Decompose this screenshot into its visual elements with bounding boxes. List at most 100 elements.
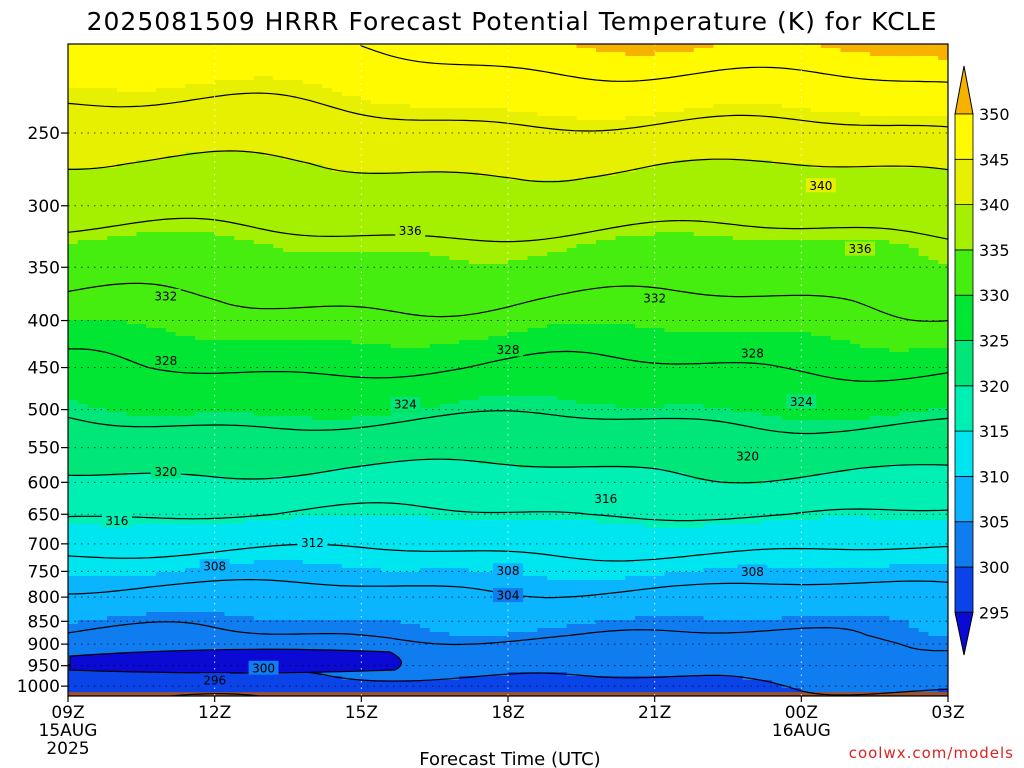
field-cell	[195, 172, 206, 177]
field-cell	[341, 444, 353, 449]
field-cell	[185, 200, 196, 205]
field-cell	[302, 356, 314, 361]
field-cell	[244, 456, 255, 461]
field-cell	[244, 600, 255, 605]
field-cell	[175, 344, 186, 349]
field-cell	[107, 640, 118, 645]
field-cell	[253, 172, 265, 177]
field-cell	[332, 672, 343, 677]
field-cell	[302, 128, 314, 133]
field-cell	[116, 344, 128, 349]
field-cell	[146, 140, 157, 145]
field-cell	[165, 284, 177, 289]
field-cell	[195, 632, 206, 637]
field-cell	[312, 588, 323, 593]
field-cell	[185, 72, 196, 77]
field-cell	[195, 408, 206, 413]
field-cell	[156, 284, 167, 289]
field-cell	[107, 220, 118, 225]
field-cell	[351, 164, 362, 169]
field-cell	[68, 196, 79, 201]
field-cell	[156, 184, 167, 189]
field-cell	[332, 144, 343, 149]
field-cell	[292, 596, 304, 601]
field-cell	[136, 172, 147, 177]
field-cell	[156, 176, 167, 181]
field-cell	[283, 520, 294, 525]
field-cell	[146, 608, 157, 613]
field-cell	[214, 392, 226, 397]
field-cell	[77, 312, 89, 317]
field-cell	[165, 608, 177, 613]
field-cell	[302, 68, 314, 73]
field-cell	[146, 116, 157, 121]
field-cell	[302, 44, 314, 49]
field-cell	[341, 188, 353, 193]
field-cell	[165, 444, 177, 449]
field-cell	[77, 516, 89, 521]
field-cell	[341, 324, 353, 329]
field-cell	[351, 516, 362, 521]
field-cell	[146, 512, 157, 517]
field-cell	[253, 144, 265, 149]
field-cell	[136, 688, 147, 693]
field-cell	[68, 400, 79, 405]
field-cell	[263, 564, 274, 569]
field-cell	[156, 104, 167, 109]
field-cell	[224, 640, 235, 645]
field-cell	[77, 256, 89, 261]
field-cell	[214, 480, 226, 485]
field-cell	[185, 212, 196, 217]
field-cell	[292, 120, 304, 125]
field-cell	[156, 336, 167, 341]
field-cell	[195, 552, 206, 557]
field-cell	[175, 184, 186, 189]
field-cell	[214, 64, 226, 69]
field-cell	[116, 464, 128, 469]
field-cell	[146, 460, 157, 465]
field-cell	[361, 460, 372, 465]
field-cell	[214, 192, 226, 197]
field-cell	[312, 328, 323, 333]
field-cell	[273, 228, 284, 233]
field-cell	[322, 340, 333, 345]
field-cell	[283, 100, 294, 105]
field-cell	[87, 352, 98, 357]
field-cell	[361, 364, 372, 369]
field-cell	[283, 636, 294, 641]
field-cell	[351, 300, 362, 305]
field-cell	[224, 544, 235, 549]
field-cell	[244, 208, 255, 213]
field-cell	[244, 472, 255, 477]
field-cell	[263, 96, 274, 101]
field-cell	[263, 200, 274, 205]
field-cell	[156, 632, 167, 637]
field-cell	[116, 460, 128, 465]
field-cell	[185, 296, 196, 301]
field-cell	[136, 244, 147, 249]
field-cell	[126, 360, 138, 365]
field-cell	[175, 280, 186, 285]
field-cell	[175, 324, 186, 329]
field-cell	[273, 452, 284, 457]
field-cell	[195, 620, 206, 625]
field-cell	[165, 428, 177, 433]
field-cell	[234, 400, 245, 405]
field-cell	[312, 344, 323, 349]
field-cell	[312, 76, 323, 81]
field-cell	[332, 60, 343, 65]
field-cell	[224, 352, 235, 357]
field-cell	[195, 100, 206, 105]
field-cell	[253, 456, 265, 461]
field-cell	[263, 156, 274, 161]
field-cell	[195, 324, 206, 329]
field-cell	[204, 452, 216, 457]
field-cell	[224, 172, 235, 177]
field-cell	[224, 136, 235, 141]
field-cell	[97, 184, 108, 189]
field-cell	[146, 564, 157, 569]
field-cell	[322, 444, 333, 449]
field-cell	[361, 80, 372, 85]
field-cell	[361, 376, 372, 381]
field-cell	[156, 212, 167, 217]
